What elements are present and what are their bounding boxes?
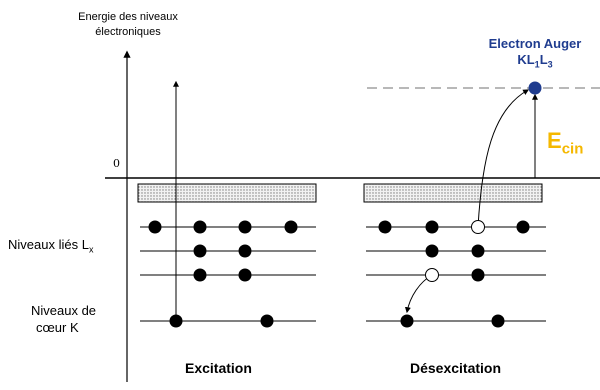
- bound-levels-label-sub: x: [88, 244, 94, 255]
- auger-transition-sub1: 1: [534, 59, 540, 70]
- auger-electron-label: Electron Auger KL1L3: [470, 36, 600, 73]
- core-label-line1: Niveaux de: [31, 303, 97, 318]
- kinetic-energy-subscript: cin: [561, 140, 584, 158]
- auger-label-line2: KL1L3: [470, 52, 600, 73]
- auger-transition-l: L: [539, 52, 548, 67]
- electron: [238, 244, 252, 258]
- auger-transition-k-l: KL: [517, 52, 535, 67]
- electron: [193, 220, 207, 234]
- conduction-band-left: [137, 183, 317, 203]
- electron: [471, 244, 485, 258]
- electron: [378, 220, 392, 234]
- zero-label: 0: [113, 157, 120, 170]
- electron: [193, 244, 207, 258]
- axis-title-line2: électroniques: [95, 26, 161, 38]
- bound-levels-label: Niveaux liés Lx: [8, 236, 93, 259]
- electron-hole: [425, 268, 439, 282]
- electron: [260, 314, 274, 328]
- electron-hole: [471, 220, 485, 234]
- axis-title-line1: Energie des niveaux: [78, 11, 178, 23]
- auger-label-line1: Electron Auger: [488, 36, 582, 51]
- electron: [425, 220, 439, 234]
- kinetic-energy-label: Ecin: [547, 128, 583, 157]
- bound-levels-label-main: Niveaux liés L: [8, 237, 89, 252]
- desexcitation-caption: Désexcitation: [410, 360, 502, 376]
- electron: [169, 314, 183, 328]
- electron: [471, 268, 485, 282]
- electron: [284, 220, 298, 234]
- auger-electron: [528, 81, 542, 95]
- excitation-caption: Excitation: [185, 360, 252, 376]
- electron: [148, 220, 162, 234]
- electron: [238, 220, 252, 234]
- electron: [238, 268, 252, 282]
- electron: [491, 314, 505, 328]
- conduction-band-right: [363, 183, 543, 203]
- core-level-label: Niveaux de cœur K: [31, 302, 96, 336]
- electron: [425, 244, 439, 258]
- kinetic-energy-symbol: E: [547, 128, 562, 153]
- auger-emission-arrow: [477, 89, 530, 228]
- electron: [400, 314, 414, 328]
- core-label-line2: cœur K: [36, 320, 79, 335]
- electron: [193, 268, 207, 282]
- energy-axis-title: Energie des niveaux électroniques: [58, 10, 198, 40]
- electron: [516, 220, 530, 234]
- auger-transition-sub2: 3: [547, 59, 553, 70]
